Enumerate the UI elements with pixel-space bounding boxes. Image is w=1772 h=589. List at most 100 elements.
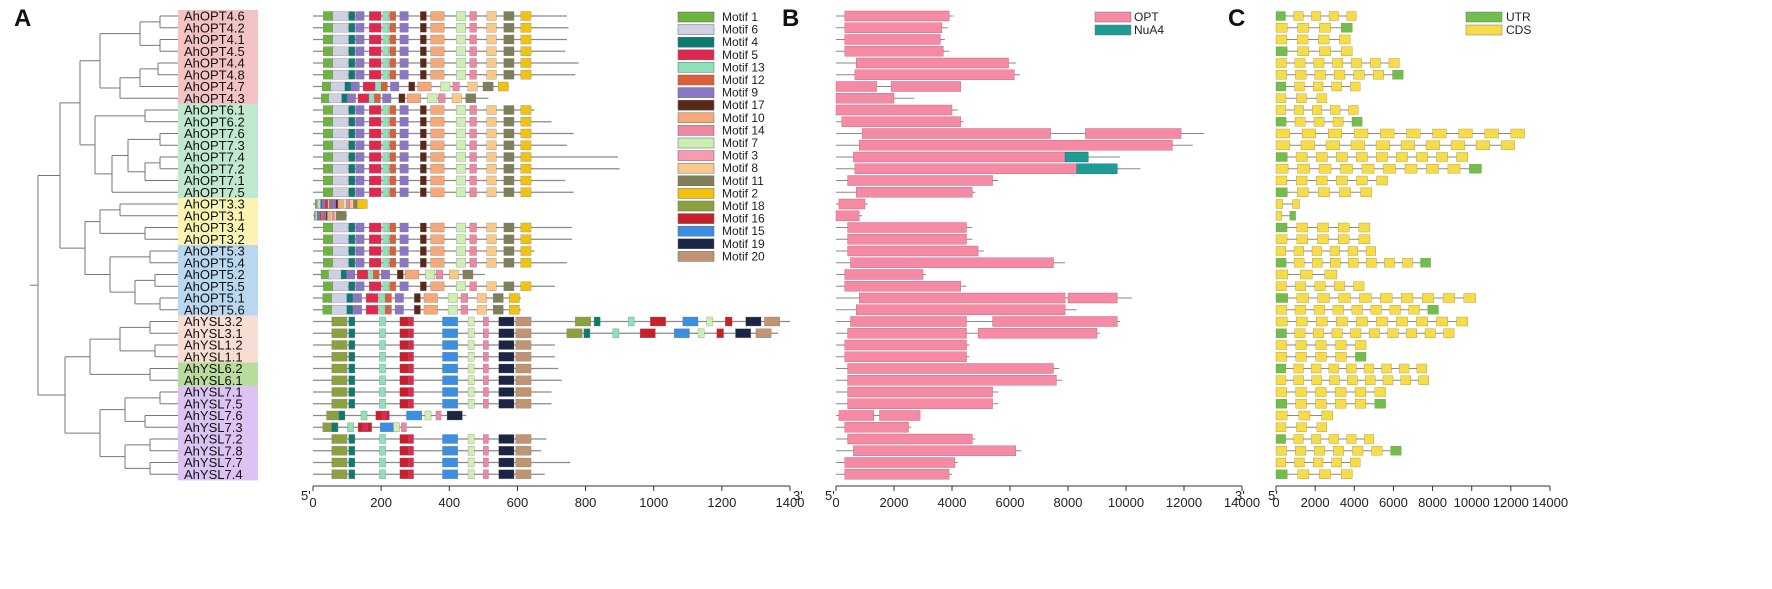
cds-block [1339, 34, 1351, 45]
cds-block [1294, 446, 1306, 456]
motif-block [368, 93, 376, 103]
cds-block [1350, 140, 1365, 150]
motif-block [575, 316, 591, 327]
motif-block [382, 34, 390, 45]
motif-block [399, 258, 409, 268]
motif-block [486, 34, 497, 45]
motif-block [369, 222, 382, 233]
cds-block [1275, 211, 1282, 221]
motif-block [520, 246, 532, 256]
motif-block [674, 328, 690, 338]
motif-block [322, 422, 339, 432]
motif-block [399, 164, 409, 174]
motif-block [346, 93, 356, 103]
motif-block [357, 93, 371, 103]
motif-block [369, 234, 382, 244]
axis-tick-label: 10000 [1108, 495, 1144, 510]
cds-block [1456, 316, 1468, 327]
motif-block [420, 105, 427, 115]
motif-block [566, 328, 583, 338]
cds-block [1275, 234, 1288, 244]
motif-block [469, 70, 477, 80]
gene-label: AhOPT3.2 [184, 232, 245, 247]
cds-block [1358, 222, 1371, 233]
motif-block [399, 11, 409, 21]
gene-label-bg [178, 339, 258, 352]
motif-block [486, 46, 497, 56]
cds-block [1421, 293, 1435, 303]
cds-block [1294, 328, 1306, 338]
motif-block [467, 457, 475, 468]
cds-block [1348, 105, 1359, 115]
motif-block [503, 70, 515, 80]
cds-block [1380, 128, 1395, 139]
motif-block [379, 469, 386, 479]
gene-label-bg [178, 233, 258, 246]
motif-block [612, 328, 620, 338]
motif-block [348, 23, 356, 33]
cds-block [1319, 469, 1331, 479]
cds-block [1311, 11, 1321, 21]
motif-block [520, 140, 532, 150]
motif-block [446, 410, 463, 421]
motif-block [348, 258, 356, 268]
motif-block [455, 58, 466, 68]
gene-label: AhOPT7.5 [184, 185, 245, 200]
cds-block [1416, 152, 1428, 162]
gene-label-bg [178, 256, 258, 269]
cds-block [1318, 187, 1330, 197]
motif-block [365, 293, 379, 303]
gene-label-bg [178, 127, 258, 140]
motif-block [398, 93, 406, 103]
motif-legend-label: Motif 20 [722, 249, 765, 263]
axis-tick-label: 12000 [1166, 495, 1202, 510]
cds-block [1383, 164, 1396, 174]
motif-block [442, 352, 458, 362]
motif-block [483, 446, 489, 456]
motif-block [369, 152, 382, 162]
motif-legend-swatch [677, 188, 715, 199]
gene-label-bg [178, 209, 258, 222]
motif-legend-swatch [677, 175, 715, 187]
utr-block [1275, 469, 1288, 479]
motif-block [503, 128, 515, 139]
motif-block [430, 175, 445, 186]
axis-tick-label: 2000 [1301, 495, 1330, 510]
motif-block [381, 269, 390, 280]
gene-label: AhOPT7.3 [184, 138, 245, 153]
motif-legend-swatch [677, 87, 715, 98]
motif-block [486, 105, 497, 115]
motif-block [369, 34, 382, 45]
motif-axis: 5' 3' 0 200 400 600 800 1000 1200 1400 [301, 485, 804, 510]
opt-domain [853, 445, 1017, 456]
motif-legend-swatch [677, 49, 715, 61]
motif-block [355, 58, 365, 68]
cds-block [1376, 175, 1388, 186]
opt-domain [853, 151, 1066, 163]
motif-block [420, 152, 427, 162]
gene-label-bg [178, 350, 258, 363]
cds-block [1331, 81, 1342, 92]
motif-block [520, 46, 532, 56]
cds-block [1315, 399, 1327, 409]
motif-block [355, 152, 365, 162]
gene-label-bg [178, 245, 258, 258]
motif-block [348, 58, 356, 68]
cds-block [1313, 305, 1325, 315]
cds-block [1316, 175, 1328, 186]
cds-block [1338, 222, 1350, 233]
motif-block [382, 258, 390, 268]
gene-label-bg [178, 268, 258, 281]
cds-block [1400, 375, 1411, 385]
axis-tick-label: 400 [438, 495, 460, 510]
gene-label: AhOPT4.4 [184, 56, 245, 71]
motif-block [764, 316, 780, 327]
gene-label: AhYSL3.2 [184, 314, 243, 329]
cds-block [1384, 258, 1395, 268]
opt-domain [847, 245, 979, 257]
motif-block [379, 457, 386, 468]
axis-b-three-prime-label: 3' [1235, 488, 1245, 503]
gene-label: AhOPT4.3 [184, 91, 245, 106]
motif-block [379, 328, 386, 338]
gene-label: AhOPT7.2 [184, 161, 245, 176]
